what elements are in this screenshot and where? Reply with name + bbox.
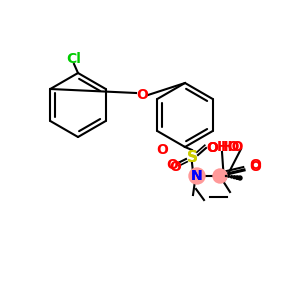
Text: HO: HO (221, 140, 245, 154)
Circle shape (213, 169, 227, 183)
Text: O: O (136, 88, 148, 102)
Text: S: S (187, 149, 197, 164)
Text: S: S (187, 149, 197, 164)
Circle shape (236, 176, 239, 179)
Text: Cl: Cl (67, 52, 81, 66)
Text: O: O (206, 141, 218, 155)
Text: O: O (156, 143, 168, 157)
Text: N: N (191, 169, 203, 183)
Text: O: O (166, 158, 178, 172)
Circle shape (228, 176, 230, 177)
Text: O: O (169, 160, 181, 174)
Text: N: N (191, 169, 203, 183)
Circle shape (238, 176, 242, 180)
Text: O: O (206, 141, 218, 155)
Circle shape (233, 176, 236, 178)
Circle shape (230, 176, 233, 178)
Text: HO: HO (216, 140, 240, 154)
Text: O: O (249, 158, 261, 172)
Text: O: O (249, 160, 261, 174)
Circle shape (189, 168, 205, 184)
